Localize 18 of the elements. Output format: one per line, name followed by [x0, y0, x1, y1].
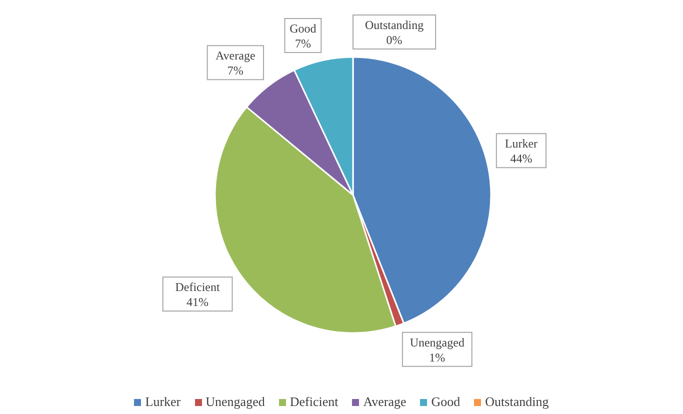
data-label: 7%: [227, 64, 244, 78]
data-label: 44%: [510, 152, 532, 166]
legend-label: Deficient: [290, 394, 338, 410]
slice-label: Unengaged: [410, 335, 464, 350]
legend-label: Lurker: [145, 394, 181, 410]
slice-label: Lurker: [504, 136, 538, 151]
legend-label: Average: [363, 394, 406, 410]
legend-label: Outstanding: [485, 394, 549, 410]
legend-label: Unengaged: [206, 394, 265, 410]
data-label: 1%: [429, 350, 446, 364]
slice-label: Good: [290, 22, 316, 36]
category-label: Outstanding: [364, 18, 424, 32]
data-label: 41%: [186, 295, 209, 310]
slice-label: Deficient: [175, 280, 221, 294]
text: 0%: [386, 33, 402, 47]
slice-label: Average: [216, 48, 256, 63]
data-label: 7%: [294, 36, 311, 51]
legend-label: Good: [431, 394, 460, 410]
